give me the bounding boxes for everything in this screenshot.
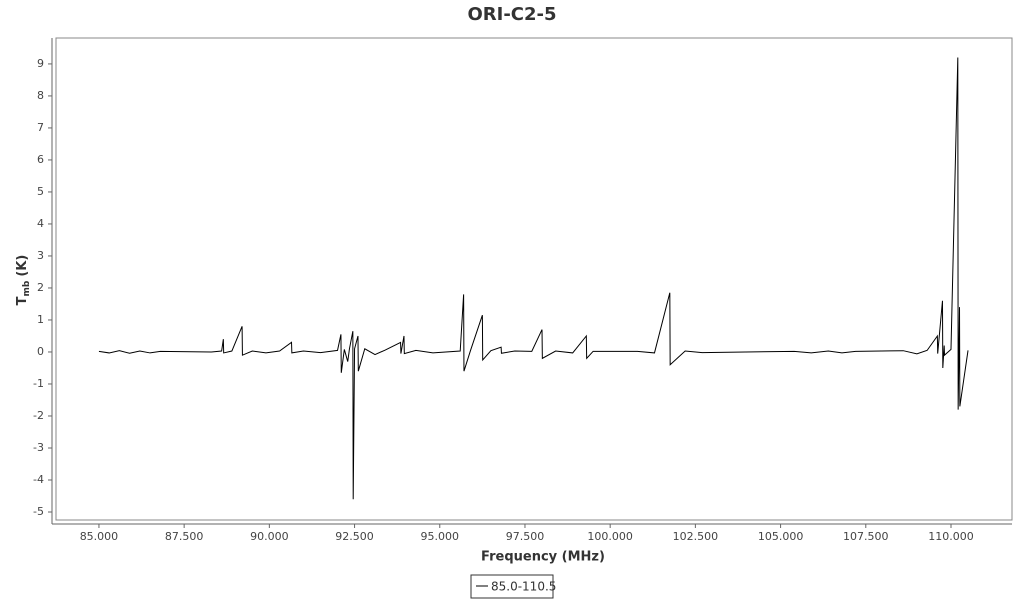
- x-axis-label: Frequency (MHz): [481, 550, 605, 565]
- y-tick-label: -5: [33, 505, 44, 518]
- chart-title: ORI-C2-5: [467, 4, 556, 25]
- y-tick-label: 7: [37, 121, 44, 134]
- y-tick-label: 1: [37, 313, 44, 326]
- y-tick-label: 8: [37, 89, 44, 102]
- x-tick-label: 85.000: [80, 530, 119, 543]
- y-tick-label: 4: [37, 217, 44, 230]
- y-tick-label: -3: [33, 441, 44, 454]
- y-tick-label: 2: [37, 281, 44, 294]
- x-tick-label: 100.000: [587, 530, 633, 543]
- x-tick-label: 92.500: [335, 530, 374, 543]
- x-tick-label: 90.000: [250, 530, 289, 543]
- x-tick-label: 87.500: [165, 530, 204, 543]
- y-label-rest: (K): [15, 255, 30, 277]
- y-tick-label: 5: [37, 185, 44, 198]
- y-tick-label: 9: [37, 57, 44, 70]
- x-tick-label: 97.500: [506, 530, 545, 543]
- plot-frame: [55, 37, 1013, 521]
- y-tick-label: 3: [37, 249, 44, 262]
- y-axis-label: Tmb (K): [15, 255, 32, 306]
- y-tick-label: 6: [37, 153, 44, 166]
- legend-box: [470, 574, 554, 599]
- y-tick-label: -2: [33, 409, 44, 422]
- x-tick-label: 105.000: [758, 530, 804, 543]
- x-tick-label: 95.000: [421, 530, 460, 543]
- y-tick-label: -4: [33, 473, 44, 486]
- spectrum-line: [98, 57, 969, 500]
- x-tick-label: 110.000: [928, 530, 974, 543]
- y-tick-label: 0: [37, 345, 44, 358]
- y-label-main: T: [15, 296, 30, 305]
- x-tick-label: 107.500: [843, 530, 889, 543]
- y-label-sub: mb: [22, 280, 32, 296]
- x-tick-label: 102.500: [673, 530, 719, 543]
- legend-label: 85.0-110.5: [491, 580, 556, 594]
- y-tick-label: -1: [33, 377, 44, 390]
